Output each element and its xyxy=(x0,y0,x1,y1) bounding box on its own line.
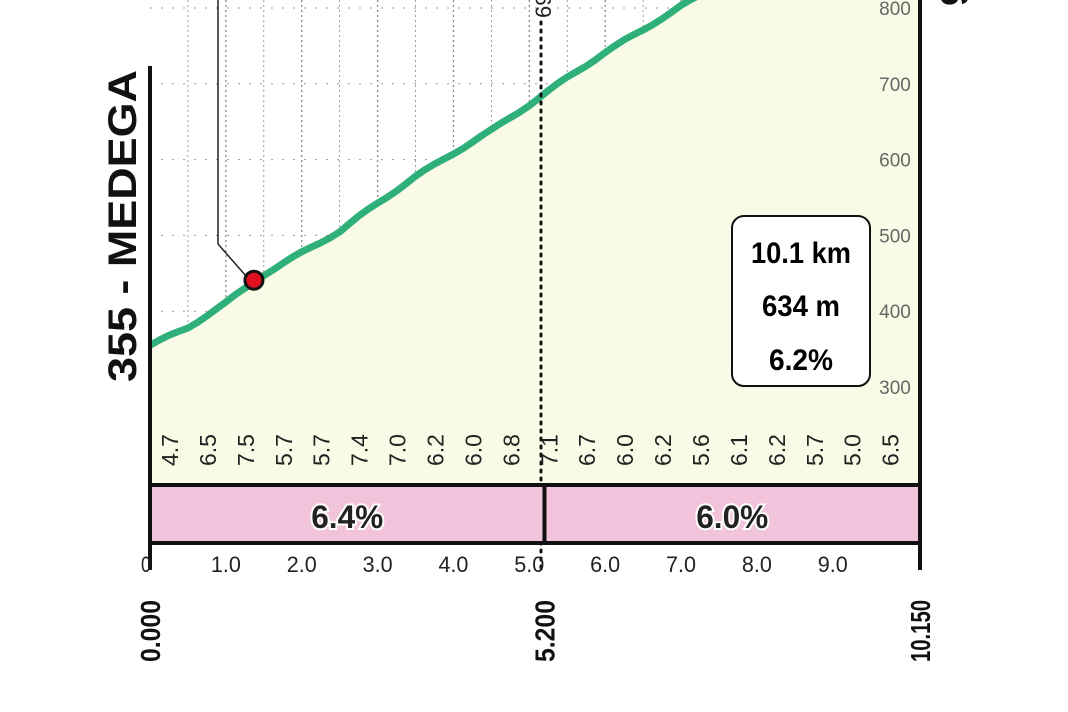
summary-gradient: 6.2% xyxy=(769,344,833,377)
distance-marker-label: 5.200 xyxy=(529,600,560,662)
x-tick-label: 2.0 xyxy=(287,552,317,577)
y-tick-bg xyxy=(876,148,914,169)
distance-marker-label: 10.150 xyxy=(905,600,936,662)
summary-gain: 634 m xyxy=(762,290,840,323)
start-label: 355 - MEDEGA xyxy=(101,70,145,382)
y-tick-bg xyxy=(876,72,914,93)
profile-area xyxy=(150,0,920,485)
top-partial-label-1: 69 xyxy=(531,0,556,18)
segment-gradient-label: 5.7 xyxy=(271,434,297,466)
y-tick-label: 300 xyxy=(879,378,911,399)
section-bar xyxy=(542,483,923,545)
segment-gradient-label: 6.2 xyxy=(650,434,676,466)
x-tick-label: 8.0 xyxy=(742,552,772,577)
y-tick-bg xyxy=(876,224,914,245)
segment-gradient-label: 5.7 xyxy=(309,434,335,466)
x-tick-label: 3.0 xyxy=(363,552,393,577)
segment-gradient-label: 7.1 xyxy=(536,434,562,466)
x-tick-label: 0 xyxy=(141,552,151,577)
segment-gradient-label: 6.2 xyxy=(764,434,790,466)
x-ticks: 0 1.0 2.0 3.0 4.0 5.0 6.0 7.0 8.0 9.0 xyxy=(141,552,848,577)
y-tick-label: 400 xyxy=(879,302,911,323)
y-tick-label: 700 xyxy=(879,75,911,96)
y-tick-label: 600 xyxy=(879,151,911,172)
x-tick-label: 6.0 xyxy=(590,552,620,577)
segment-gradient-label: 6.5 xyxy=(195,434,221,466)
y-tick-label: 800 xyxy=(879,0,911,20)
segment-gradient-label: 6.7 xyxy=(574,434,600,466)
segment-gradients: 4.7 6.5 7.5 5.7 5.7 7.4 7.0 6.2 6.0 6.8 7.1 6.7 6.0 6… xyxy=(157,434,904,466)
distance-marker-label: 0.000 xyxy=(135,600,166,662)
segment-gradient-label: 6.2 xyxy=(422,434,448,466)
section-bars: 6.4% 6.0% xyxy=(148,483,923,545)
segment-gradient-label: 6.5 xyxy=(878,434,904,466)
y-tick-bg xyxy=(876,0,914,17)
y-tick-bg xyxy=(876,300,914,321)
section-gradient-label: 6.0% xyxy=(696,499,768,535)
segment-gradient-label: 7.0 xyxy=(385,434,411,466)
top-partial-label-2: 9 xyxy=(933,0,977,6)
segment-gradient-label: 6.1 xyxy=(726,434,752,466)
segment-gradient-label: 5.0 xyxy=(840,434,866,466)
section-bar xyxy=(148,483,547,545)
segment-gradient-label: 7.4 xyxy=(347,434,373,466)
summary-length: 10.1 km xyxy=(751,237,851,270)
y-ticks: 300 400 500 600 700 800 xyxy=(876,0,914,399)
distance-markers: 0.000 5.200 10.150 xyxy=(135,600,936,662)
y-tick-bg xyxy=(876,376,914,396)
section-gradient-label: 6.4% xyxy=(311,499,383,535)
segment-gradient-label: 7.5 xyxy=(233,434,259,466)
x-tick-label: 5.0 xyxy=(514,552,544,577)
segment-gradient-label: 4.7 xyxy=(157,434,183,466)
x-tick-label: 4.0 xyxy=(438,552,468,577)
x-tick-label: 9.0 xyxy=(818,552,848,577)
marker-point xyxy=(243,269,265,291)
segment-gradient-label: 5.6 xyxy=(688,434,714,466)
segment-gradient-label: 6.0 xyxy=(460,434,486,466)
x-tick-label: 7.0 xyxy=(666,552,696,577)
profile-line xyxy=(148,0,698,349)
summary-box: 10.1 km 634 m 6.2% xyxy=(731,215,871,387)
segment-gradient-label: 6.8 xyxy=(498,434,524,466)
y-tick-label: 500 xyxy=(879,226,911,247)
segment-gradient-label: 5.7 xyxy=(802,434,828,466)
x-tick-label: 1.0 xyxy=(211,552,241,577)
segment-gradient-label: 6.0 xyxy=(612,434,638,466)
